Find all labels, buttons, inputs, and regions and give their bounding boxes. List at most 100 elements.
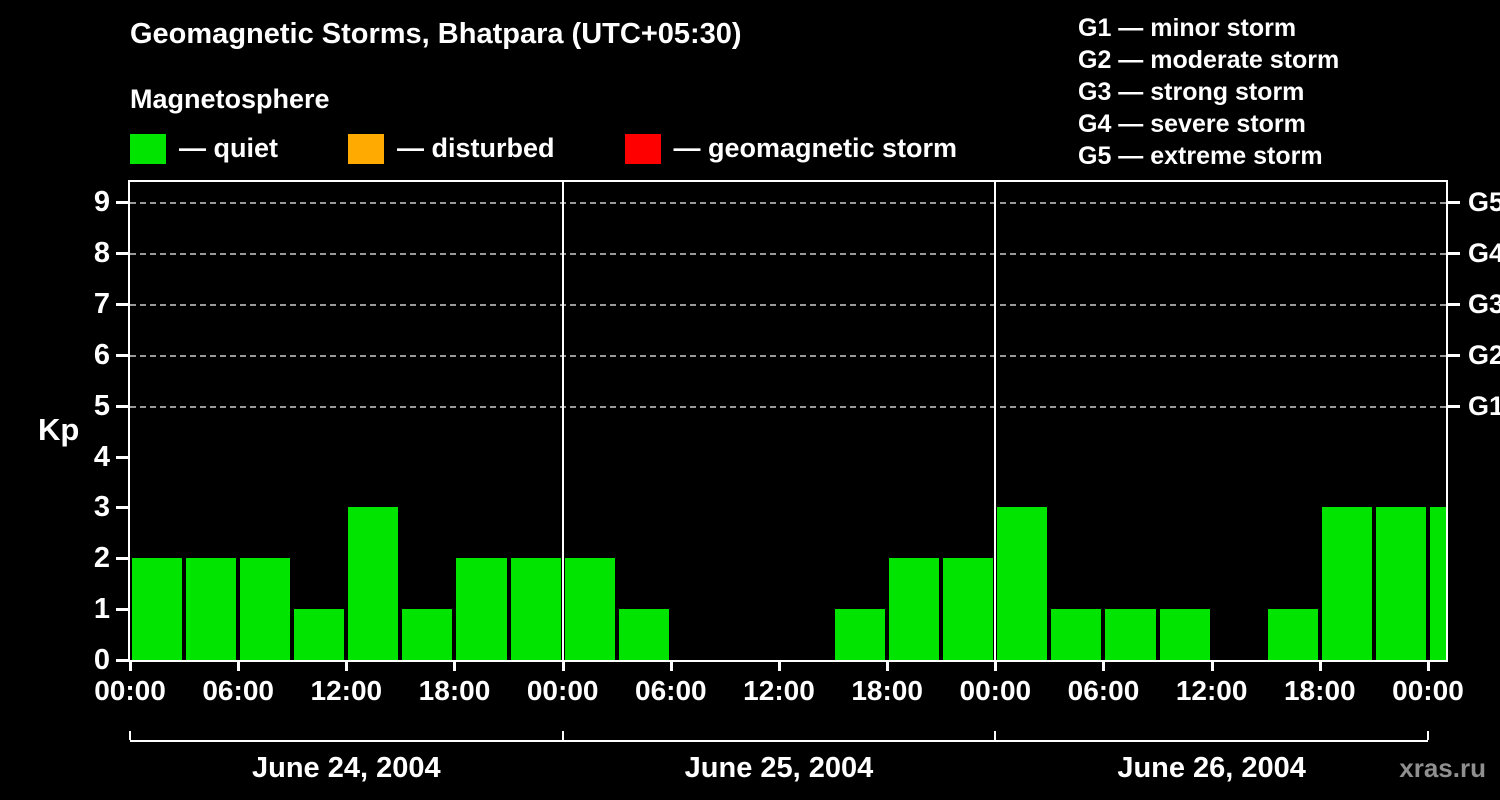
gridline-kp8	[130, 253, 1446, 256]
storm-scale-line: G1 — minor storm	[1078, 14, 1297, 42]
x-tick-mark	[237, 662, 241, 671]
legend-item-label: — geomagnetic storm	[673, 133, 958, 163]
g-tick-label: G3	[1468, 289, 1500, 320]
kp-bar	[1051, 609, 1102, 660]
x-tick-mark	[1426, 662, 1430, 671]
gridline-kp9	[130, 202, 1446, 205]
kp-bar	[510, 558, 561, 660]
date-bracket-tick	[129, 731, 131, 740]
kp-color-legend: — quiet — disturbed — geomagnetic storm	[130, 133, 957, 164]
kp-bar	[1267, 609, 1318, 660]
kp-bar	[1429, 507, 1446, 660]
gridline-kp6	[130, 354, 1446, 357]
gridline-kp5	[130, 405, 1446, 408]
kp-bar	[186, 558, 237, 660]
y-tick-mark	[116, 506, 128, 510]
storm-scale-line: G4 — severe storm	[1078, 110, 1306, 138]
y-tick-mark	[116, 608, 128, 612]
g-tick-mark	[1448, 252, 1460, 256]
storm-scale-line: G3 — strong storm	[1078, 78, 1305, 106]
date-bracket-tick	[561, 731, 564, 740]
x-tick-mark	[669, 662, 673, 671]
kp-bar	[943, 558, 994, 660]
x-tick-mark	[561, 662, 565, 671]
date-label: June 26, 2004	[1117, 752, 1306, 784]
kp-bar	[1375, 507, 1426, 660]
y-tick-label: 5	[93, 389, 110, 422]
g-tick-mark	[1448, 303, 1460, 307]
date-label: June 25, 2004	[684, 752, 874, 784]
disturbed-swatch	[348, 133, 384, 164]
x-tick-label: 00:00	[1392, 675, 1464, 706]
kp-bar	[1321, 507, 1372, 660]
kp-bar	[618, 609, 669, 660]
x-tick-mark	[1102, 662, 1106, 671]
chart-title: Geomagnetic Storms, Bhatpara (UTC+05:30)	[130, 18, 742, 50]
x-tick-label: 06:00	[202, 675, 274, 706]
y-tick-label: 4	[93, 440, 110, 473]
legend-item: — quiet	[130, 133, 278, 164]
storm-scale-line: G2 — moderate storm	[1078, 46, 1340, 74]
legend-item-label: — quiet	[179, 133, 278, 163]
g-tick-mark	[1448, 353, 1460, 357]
gridline-kp7	[130, 304, 1446, 307]
x-tick-label: 00:00	[94, 675, 166, 706]
y-tick-label: 3	[93, 491, 110, 524]
g-tick-mark	[1448, 201, 1460, 205]
x-tick-mark	[345, 662, 349, 671]
x-tick-mark	[994, 662, 998, 671]
g-tick-label: G1	[1468, 390, 1500, 421]
date-bracket-tick	[1426, 731, 1429, 740]
x-tick-label: 06:00	[635, 675, 707, 706]
plot-area	[128, 180, 1448, 662]
xras-watermark: xras.ru	[1399, 753, 1486, 783]
kp-bar	[402, 609, 453, 660]
legend-item: — disturbed	[348, 133, 555, 164]
y-tick-label: 2	[93, 542, 110, 575]
kp-bar	[456, 558, 507, 660]
kp-bar	[889, 558, 940, 660]
storm-scale-line: G5 — extreme storm	[1078, 142, 1323, 170]
y-axis-title: Kp	[38, 412, 80, 447]
kp-bar	[348, 507, 399, 660]
x-tick-label: 18:00	[1283, 675, 1356, 706]
y-tick-mark	[116, 557, 128, 561]
kp-bar	[997, 507, 1048, 660]
magnetosphere-label: Magnetosphere	[130, 84, 330, 114]
date-bracket-tick	[994, 731, 997, 740]
kp-bar	[1105, 609, 1156, 660]
x-tick-label: 00:00	[526, 675, 599, 706]
y-tick-label: 7	[93, 288, 110, 321]
y-tick-label: 8	[93, 237, 110, 270]
y-tick-mark	[116, 659, 128, 662]
x-tick-mark	[1318, 662, 1322, 671]
y-tick-mark	[116, 455, 128, 459]
x-tick-mark	[777, 662, 781, 671]
x-tick-mark	[453, 662, 457, 671]
kp-bar	[835, 609, 886, 660]
storm-swatch	[624, 133, 661, 164]
x-tick-label: 00:00	[959, 675, 1032, 706]
day-separator	[994, 182, 997, 660]
y-tick-mark	[116, 404, 128, 408]
y-tick-label: 0	[93, 644, 110, 676]
x-tick-label: 18:00	[418, 675, 491, 706]
kp-bar	[294, 609, 345, 660]
x-tick-label: 18:00	[851, 675, 923, 706]
legend-item-label: — disturbed	[397, 133, 555, 163]
g-tick-label: G5	[1468, 187, 1500, 218]
g-tick-mark	[1448, 404, 1460, 408]
x-tick-mark	[129, 662, 132, 671]
storm-scale-legend: G1 — minor storm G2 — moderate storm G3 — …	[1078, 12, 1339, 172]
g-tick-label: G4	[1468, 238, 1500, 269]
kp-bar	[1159, 609, 1210, 660]
kp-bar	[132, 558, 183, 660]
x-tick-label: 06:00	[1067, 675, 1140, 706]
y-tick-mark	[116, 252, 128, 256]
day-separator	[561, 182, 564, 660]
y-tick-mark	[116, 353, 128, 357]
quiet-swatch	[130, 133, 166, 164]
x-tick-mark	[886, 662, 890, 671]
y-tick-label: 1	[93, 593, 110, 626]
y-tick-label: 6	[93, 338, 110, 371]
